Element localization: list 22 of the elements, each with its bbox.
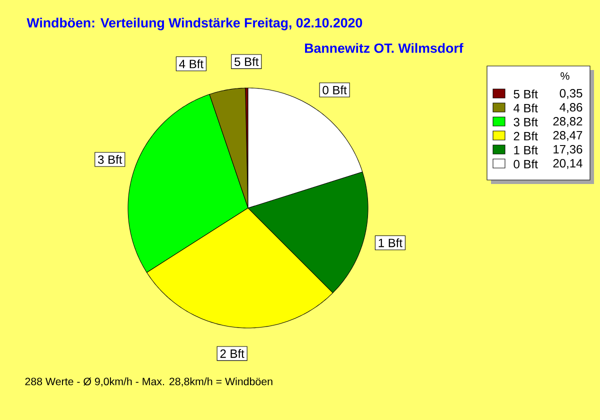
slice-label: 0 Bft: [322, 86, 347, 94]
legend-title: %: [560, 72, 570, 80]
legend-label: 3 Bft: [514, 118, 538, 126]
data-label: 17,36: [554, 145, 582, 155]
chart-title: Windböen: Verteilung Windstärke Freitag, 02.10.2020: [26, 18, 362, 30]
slice-label: 5 Bft: [234, 57, 259, 66]
data-label: 28,82: [553, 117, 582, 127]
legend-label: 2 Bft: [514, 132, 538, 140]
slice-label: 4 Bft: [179, 59, 204, 68]
data-label: 28,47: [553, 131, 582, 141]
slice-label: 3 Bft: [98, 155, 122, 164]
slice-label: 2 Bft: [220, 349, 244, 358]
legend-label: 5 Bft: [514, 90, 538, 98]
text: 288 Werte - Ø 9,0km/h - Max. 28,8km/h = Windböen: [25, 377, 272, 387]
legend-label: 1 Bft: [514, 146, 538, 154]
data-label: 0,35: [560, 89, 582, 99]
legend-label: 4 Bft: [514, 104, 538, 112]
slice-label: 1 Bft: [378, 238, 402, 248]
legend-label: 0 Bft: [514, 160, 538, 168]
data-label: 4,86: [560, 103, 582, 113]
data-label: 20,14: [553, 159, 582, 169]
chart-subtitle: Bannewitz OT. Wilmsdorf: [305, 43, 464, 53]
